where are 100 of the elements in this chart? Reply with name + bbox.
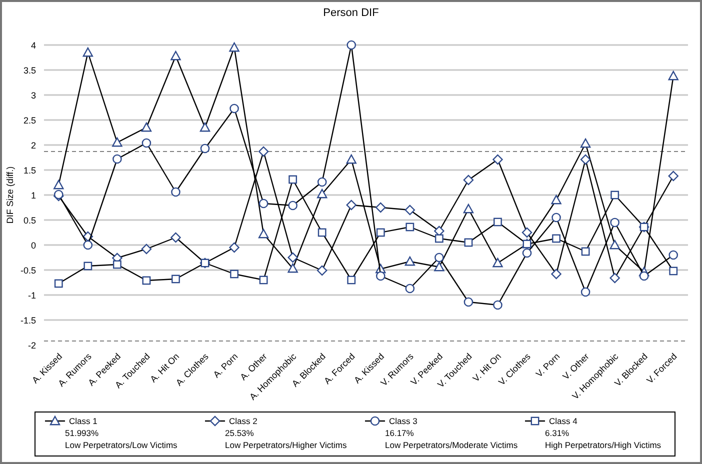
point: [200, 144, 210, 154]
y-tick-label: 2.5: [23, 116, 36, 126]
point: [551, 194, 562, 204]
point: [581, 247, 590, 256]
point: [580, 138, 591, 148]
point: [258, 198, 268, 208]
point: [668, 70, 678, 80]
point: [464, 238, 473, 247]
point: [494, 218, 502, 226]
point: [580, 154, 591, 165]
point: [464, 297, 474, 307]
point: [82, 47, 94, 57]
point: [347, 276, 356, 284]
point: [610, 240, 620, 250]
point: [434, 262, 444, 272]
point: [170, 50, 181, 60]
point: [112, 137, 122, 147]
point: [316, 188, 328, 198]
y-tick-label: -2: [28, 340, 36, 350]
y-tick-label: 3.5: [23, 66, 36, 76]
point: [668, 250, 678, 260]
point: [610, 218, 620, 228]
y-tick-label: 4: [30, 40, 36, 50]
point: [230, 270, 238, 278]
point: [492, 154, 503, 165]
y-tick-label: 3: [30, 90, 36, 100]
point: [404, 256, 416, 266]
point: [142, 138, 152, 148]
text: 16.17%: [385, 428, 414, 438]
text: 6.31%: [545, 428, 570, 438]
point: [317, 177, 327, 187]
point: [259, 276, 268, 284]
point: [171, 187, 180, 197]
point: [346, 40, 356, 50]
y-tick-label: 0: [30, 240, 36, 250]
point: [551, 268, 562, 280]
text: Low Perpetrators/Higher Victims: [225, 440, 347, 450]
point: [288, 200, 298, 210]
point: [610, 272, 620, 284]
point: [112, 154, 122, 164]
point: [346, 200, 356, 210]
point: [639, 271, 649, 281]
text: Low Perpetrators/Moderate Victims: [385, 440, 518, 450]
y-tick-label: 2: [30, 140, 36, 150]
point: [376, 202, 386, 213]
point: [434, 234, 444, 243]
y-axis-title: DIF Size (diff.): [5, 166, 15, 224]
y-tick-label: -0.5: [20, 266, 36, 276]
point: [376, 228, 385, 237]
point: [668, 170, 678, 182]
point: [640, 222, 648, 232]
y-tick-label: 1: [30, 190, 36, 200]
point: [200, 258, 210, 268]
point: [346, 154, 356, 164]
point: [258, 146, 269, 157]
point: [318, 228, 326, 237]
point: [669, 266, 678, 276]
point: [522, 248, 532, 258]
point: [142, 276, 151, 285]
text: 25.53%: [225, 428, 254, 438]
point: [552, 234, 560, 243]
point: [54, 180, 64, 190]
point: [463, 204, 474, 214]
point: [288, 175, 298, 184]
point: [84, 262, 92, 270]
point: [492, 258, 503, 268]
point: [229, 242, 240, 253]
point: [552, 212, 561, 222]
point: [376, 271, 386, 281]
point: [580, 287, 590, 297]
legend-label: Class 1: [69, 416, 98, 426]
point: [493, 300, 502, 310]
text: Low Perpetrators/Low Victims: [65, 440, 178, 450]
point: [406, 222, 414, 232]
y-tick-label: 0.5: [23, 216, 36, 226]
point: [230, 104, 239, 114]
point: [288, 252, 298, 263]
point: [463, 174, 474, 186]
legend-label: Class 2: [229, 416, 258, 426]
y-tick-label: 1.5: [23, 166, 36, 176]
point: [404, 204, 416, 216]
point: [112, 260, 122, 269]
point: [141, 122, 152, 132]
point: [405, 284, 415, 294]
point: [170, 232, 181, 243]
point: [522, 240, 532, 248]
point: [172, 274, 180, 284]
y-tick-label: -1: [28, 290, 36, 300]
point: [316, 265, 328, 276]
y-tick-label: -1.5: [20, 316, 36, 326]
point: [434, 252, 444, 262]
legend-label: Class 4: [549, 416, 578, 426]
point: [258, 228, 269, 238]
legend-label: Class 3: [389, 416, 418, 426]
chart-title: Person DIF: [323, 7, 380, 19]
point: [522, 227, 532, 238]
point: [288, 263, 298, 273]
point: [83, 240, 93, 250]
point: [54, 279, 63, 288]
point: [200, 122, 210, 132]
